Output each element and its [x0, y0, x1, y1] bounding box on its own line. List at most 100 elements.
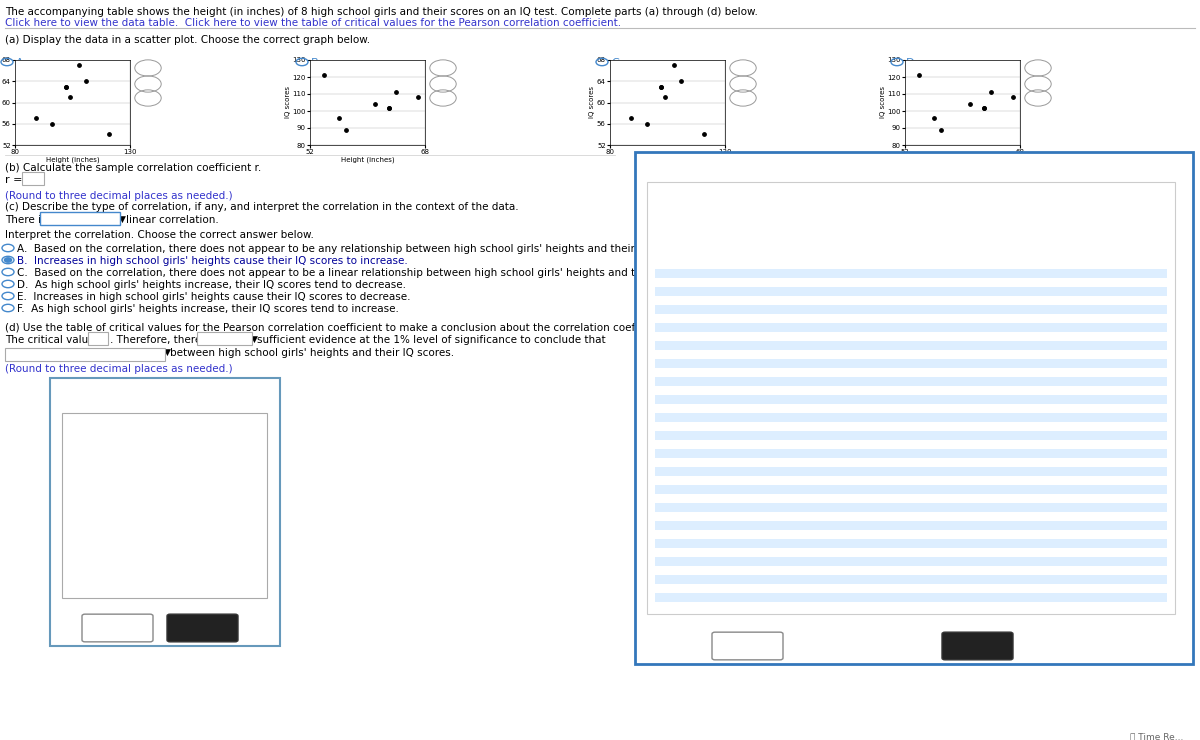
Text: ⏱ Time Re...: ⏱ Time Re... — [1130, 732, 1183, 740]
Text: 14: 14 — [682, 360, 692, 369]
Text: —: — — [1163, 162, 1172, 172]
Text: 0.735: 0.735 — [924, 333, 950, 342]
Text: 21: 21 — [682, 423, 692, 432]
Text: α = 0.05: α = 0.05 — [785, 257, 829, 267]
Text: 0.227: 0.227 — [794, 585, 820, 594]
Text: 0.632: 0.632 — [794, 324, 820, 333]
Point — [42, 118, 61, 130]
Point — [336, 124, 355, 135]
Text: 18: 18 — [682, 396, 692, 405]
Text: 102: 102 — [190, 472, 209, 482]
Point — [379, 101, 398, 113]
Point — [672, 75, 691, 87]
Text: 0.361: 0.361 — [794, 504, 820, 513]
Text: 0.497: 0.497 — [794, 378, 820, 387]
Text: 0.479: 0.479 — [924, 486, 950, 495]
Text: 75: 75 — [682, 585, 692, 594]
Text: 0.235: 0.235 — [794, 576, 820, 585]
Text: 64: 64 — [113, 544, 126, 554]
Text: 0.388: 0.388 — [794, 468, 820, 477]
Text: 0.444: 0.444 — [794, 414, 820, 423]
Text: 0.404: 0.404 — [794, 450, 820, 459]
Text: 0.708: 0.708 — [924, 342, 950, 351]
Point — [695, 129, 714, 141]
Text: 0.549: 0.549 — [924, 423, 950, 432]
Text: 61: 61 — [113, 436, 126, 446]
Text: Print: Print — [734, 641, 760, 651]
Text: 6: 6 — [684, 288, 690, 297]
Point — [379, 101, 398, 113]
Text: between high school girls' heights and their IQ scores.: between high school girls' heights and t… — [170, 348, 454, 358]
Point — [70, 59, 89, 71]
Text: 0.433: 0.433 — [794, 423, 820, 432]
Text: α = 0.05: α = 0.05 — [785, 639, 829, 649]
Text: (b) Calculate the sample correlation coefficient r.: (b) Calculate the sample correlation coe… — [5, 163, 262, 173]
Text: 35: 35 — [682, 513, 692, 522]
Text: ▼: ▼ — [119, 215, 126, 224]
Point — [974, 101, 994, 113]
Text: 0.684: 0.684 — [924, 351, 950, 360]
X-axis label: Height (inches): Height (inches) — [341, 157, 395, 163]
Text: 57: 57 — [113, 508, 126, 518]
Text: 102: 102 — [190, 526, 209, 536]
Text: 108: 108 — [190, 490, 209, 500]
Text: 16: 16 — [682, 378, 692, 387]
X-axis label: Height (inches): Height (inches) — [936, 157, 989, 163]
Point — [100, 129, 119, 141]
Point — [61, 91, 80, 103]
Point — [1003, 92, 1022, 104]
Text: Done: Done — [187, 623, 217, 633]
Text: 65: 65 — [682, 567, 692, 576]
Text: 67: 67 — [113, 490, 126, 500]
Point — [408, 92, 427, 104]
Text: 60: 60 — [682, 558, 692, 567]
Text: (d) Use the table of critical values for the Pearson correlation coefficient to : (d) Use the table of critical values for… — [5, 322, 743, 332]
Point — [910, 70, 929, 81]
Point — [652, 81, 671, 92]
Text: ✕: ✕ — [262, 388, 270, 398]
Text: 0.278: 0.278 — [924, 603, 950, 612]
Text: ▼: ▼ — [164, 348, 170, 357]
Text: 0.834: 0.834 — [924, 306, 950, 315]
Text: 0.950: 0.950 — [794, 270, 820, 279]
Text: 0.576: 0.576 — [794, 342, 820, 351]
Text: 0.514: 0.514 — [794, 369, 820, 378]
Point — [56, 81, 76, 92]
Text: n: n — [684, 639, 690, 649]
Text: 0.590: 0.590 — [924, 396, 950, 405]
Text: 20: 20 — [682, 414, 692, 423]
Text: B.: B. — [311, 58, 323, 68]
Text: α = 0.01: α = 0.01 — [914, 257, 960, 267]
Text: 0.496: 0.496 — [924, 468, 950, 477]
Text: 9: 9 — [684, 315, 690, 324]
Text: 5: 5 — [684, 279, 690, 288]
Point — [974, 101, 994, 113]
Text: 0.537: 0.537 — [924, 432, 950, 441]
Text: 0.532: 0.532 — [794, 360, 820, 369]
Text: 80: 80 — [682, 594, 692, 603]
Text: 0.294: 0.294 — [794, 531, 820, 540]
Text: 0.959: 0.959 — [924, 279, 950, 288]
Point — [982, 87, 1001, 98]
Text: 0.430: 0.430 — [924, 513, 950, 522]
Text: 104: 104 — [190, 436, 209, 446]
Text: 0.317: 0.317 — [924, 567, 950, 576]
Text: 0.396: 0.396 — [794, 459, 820, 468]
Text: 0.553: 0.553 — [794, 351, 820, 360]
Text: 121: 121 — [190, 562, 209, 572]
Text: 0.380: 0.380 — [924, 531, 950, 540]
Text: 0.623: 0.623 — [924, 378, 950, 387]
Text: 111: 111 — [190, 544, 209, 554]
Text: There is: There is — [5, 215, 47, 225]
Text: 29: 29 — [682, 495, 692, 504]
Text: 0.878: 0.878 — [794, 279, 820, 288]
Text: 11: 11 — [682, 333, 692, 342]
Text: 19: 19 — [682, 405, 692, 414]
Text: 0.345: 0.345 — [924, 549, 950, 558]
Text: 0.765: 0.765 — [924, 324, 950, 333]
Text: The correlation is significant when the absolute value of r
is greater than the : The correlation is significant when the … — [667, 234, 968, 255]
Text: 27: 27 — [682, 477, 692, 486]
X-axis label: Height (inches): Height (inches) — [46, 157, 100, 163]
Text: Print: Print — [104, 623, 130, 633]
Text: 0.487: 0.487 — [924, 477, 950, 486]
